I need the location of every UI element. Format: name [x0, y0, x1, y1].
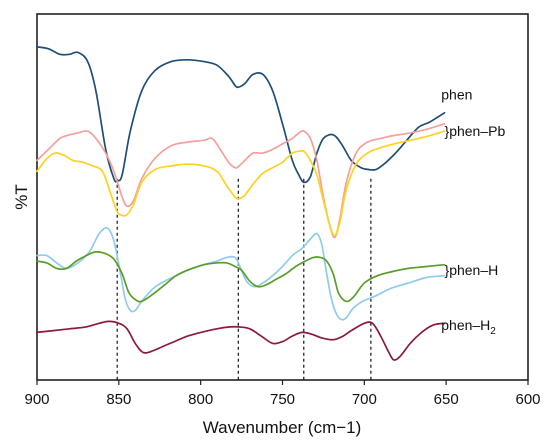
- x-tick-label: 850: [106, 391, 131, 408]
- series-label: phen: [441, 87, 472, 103]
- series-line-5: [36, 250, 446, 303]
- series-line-6: [36, 320, 446, 361]
- series-line-1: [36, 46, 446, 184]
- series-label: }phen–H: [445, 262, 499, 278]
- series-group: [36, 46, 446, 361]
- y-axis-title: %T: [12, 184, 31, 210]
- series-label: phen–H2: [441, 317, 496, 337]
- x-tick-label: 650: [434, 391, 459, 408]
- x-ticks: 900 850 800 750 700 650 600: [24, 380, 541, 408]
- x-tick-label: 600: [515, 391, 540, 408]
- x-tick-label: 900: [24, 391, 49, 408]
- series-label: }phen–Pb: [445, 123, 506, 139]
- series-line-2: [36, 122, 446, 239]
- x-tick-label: 800: [188, 391, 213, 408]
- series-labels: phen }phen–Pb }phen–H phen–H2: [441, 87, 505, 338]
- x-axis-title: Wavenumber (cm−1): [203, 418, 362, 437]
- series-line-4: [36, 226, 446, 321]
- x-tick-label: 750: [270, 391, 295, 408]
- x-tick-label: 700: [352, 391, 377, 408]
- series-line-3: [36, 130, 446, 237]
